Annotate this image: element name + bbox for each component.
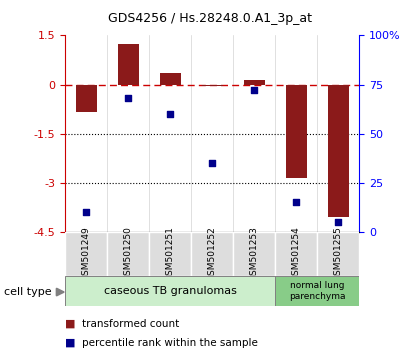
Text: ■: ■ (65, 338, 76, 348)
Point (293, 200, 299, 205)
Text: GSM501255: GSM501255 (333, 227, 343, 281)
Point (167, 111, 173, 117)
FancyBboxPatch shape (275, 276, 359, 306)
Point (125, 96, 131, 101)
Point (335, 219, 341, 225)
Text: GDS4256 / Hs.28248.0.A1_3p_at: GDS4256 / Hs.28248.0.A1_3p_at (108, 12, 312, 25)
Point (83, 210, 89, 215)
Bar (202, 85, 223, 86)
FancyBboxPatch shape (317, 232, 359, 276)
Point (251, 87, 257, 93)
FancyBboxPatch shape (65, 276, 275, 306)
Bar (160, 73, 181, 85)
FancyBboxPatch shape (149, 232, 191, 276)
Text: GSM501249: GSM501249 (81, 227, 91, 281)
Text: percentile rank within the sample: percentile rank within the sample (82, 338, 258, 348)
Bar (76, 85, 97, 112)
FancyBboxPatch shape (233, 232, 275, 276)
Text: GSM501251: GSM501251 (165, 227, 175, 281)
Text: cell type: cell type (4, 287, 52, 297)
Bar (328, 85, 349, 217)
Text: GSM501254: GSM501254 (291, 227, 301, 281)
FancyBboxPatch shape (191, 232, 233, 276)
Text: GSM501253: GSM501253 (249, 227, 259, 281)
Bar (286, 85, 307, 178)
Text: caseous TB granulomas: caseous TB granulomas (104, 286, 236, 296)
FancyBboxPatch shape (275, 232, 317, 276)
Text: normal lung
parenchyma: normal lung parenchyma (289, 281, 345, 301)
Bar (118, 44, 139, 85)
Text: transformed count: transformed count (82, 319, 179, 329)
FancyBboxPatch shape (107, 232, 149, 276)
Point (209, 160, 215, 166)
FancyBboxPatch shape (65, 232, 107, 276)
Text: ■: ■ (65, 319, 76, 329)
Bar (244, 80, 265, 85)
Text: GSM501252: GSM501252 (207, 227, 217, 281)
Text: GSM501250: GSM501250 (123, 227, 133, 281)
